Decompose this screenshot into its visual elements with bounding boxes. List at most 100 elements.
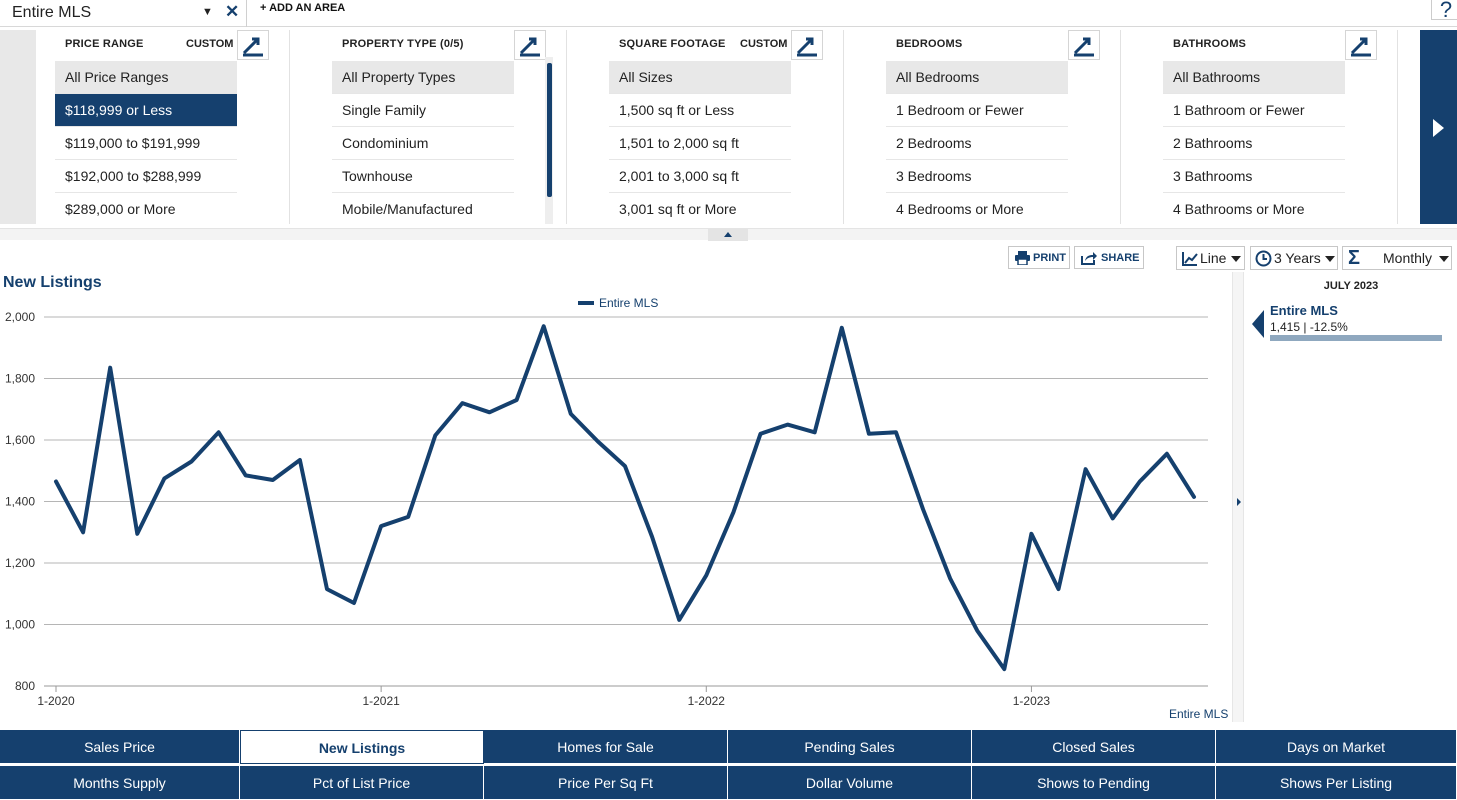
- collapse-filters-button[interactable]: [708, 229, 748, 241]
- divider: [843, 30, 844, 224]
- top-bar: Entire MLS ▼ ✕ + ADD AN AREA ?: [0, 0, 1457, 27]
- y-tick-label: 1,400: [5, 495, 35, 509]
- share-button[interactable]: SHARE: [1074, 246, 1144, 269]
- chevron-up-icon: [724, 232, 732, 237]
- price-option[interactable]: All Price Ranges: [55, 61, 237, 94]
- tab-closed-sales[interactable]: Closed Sales: [972, 730, 1216, 764]
- chart-type-dropdown[interactable]: Line: [1176, 246, 1245, 270]
- property-option[interactable]: Mobile/Manufactured: [342, 201, 473, 217]
- chart-type-value: Line: [1200, 250, 1227, 266]
- bathrooms-filter: BATHROOMS All Bathrooms 1 Bathroom or Fe…: [1163, 27, 1383, 225]
- tab-shows-per-listing[interactable]: Shows Per Listing: [1216, 766, 1457, 800]
- interval-dropdown[interactable]: Σ Monthly: [1342, 246, 1452, 270]
- chevron-down-icon: [1231, 256, 1241, 262]
- bathrooms-header: BATHROOMS: [1173, 38, 1247, 50]
- y-tick-label: 1,600: [5, 433, 35, 447]
- divider: [1120, 30, 1121, 224]
- filter-prev-button[interactable]: [0, 30, 36, 224]
- bathrooms-option[interactable]: 1 Bathroom or Fewer: [1163, 94, 1345, 127]
- price-option[interactable]: $289,000 or More: [65, 201, 176, 217]
- sqft-option[interactable]: All Sizes: [609, 61, 791, 94]
- chevron-down-icon: [1325, 256, 1335, 262]
- share-icon: [1081, 252, 1097, 265]
- side-panel-series: Entire MLS: [1270, 303, 1338, 318]
- tab-new-listings[interactable]: New Listings: [240, 730, 484, 764]
- legend-label: Entire MLS: [599, 296, 658, 310]
- tab-months-supply[interactable]: Months Supply: [0, 766, 240, 800]
- side-panel-toggle[interactable]: [1232, 272, 1244, 722]
- price-option[interactable]: $192,000 to $288,999: [55, 160, 237, 193]
- add-area-button[interactable]: + ADD AN AREA: [260, 2, 346, 14]
- property-option[interactable]: All Property Types: [332, 61, 514, 94]
- divider: [289, 30, 290, 224]
- tab-sales-price[interactable]: Sales Price: [0, 730, 240, 764]
- clock-icon: [1255, 250, 1272, 267]
- line-chart-icon: [1182, 252, 1198, 266]
- chevron-down-icon[interactable]: ▼: [202, 6, 213, 18]
- tab-dollar-volume[interactable]: Dollar Volume: [728, 766, 972, 800]
- bathrooms-option[interactable]: 3 Bathrooms: [1163, 160, 1345, 193]
- property-option[interactable]: Condominium: [332, 127, 514, 160]
- price-option[interactable]: $119,000 to $191,999: [55, 127, 237, 160]
- sigma-icon: Σ: [1348, 247, 1361, 269]
- bathrooms-custom-button[interactable]: [1345, 30, 1377, 60]
- filter-next-button[interactable]: [1420, 30, 1457, 224]
- edit-arrow-icon: [242, 37, 263, 57]
- print-button[interactable]: PRINT: [1008, 246, 1070, 269]
- chart-title: New Listings: [3, 274, 102, 291]
- edit-arrow-icon: [1073, 37, 1094, 57]
- price-option-selected[interactable]: $118,999 or Less: [55, 94, 237, 127]
- bedrooms-custom-button[interactable]: [1068, 30, 1100, 60]
- x-tick-label: 1-2020: [37, 694, 75, 708]
- period-dropdown[interactable]: 3 Years: [1250, 246, 1338, 270]
- property-option[interactable]: Single Family: [332, 94, 514, 127]
- tab-pct-of-list-price[interactable]: Pct of List Price: [240, 766, 484, 800]
- price-custom-button[interactable]: [237, 30, 269, 60]
- x-tick-label: 1-2022: [688, 694, 726, 708]
- collapse-bar: [0, 228, 1457, 241]
- tab-pending-sales[interactable]: Pending Sales: [728, 730, 972, 764]
- series-marker-icon: [1252, 310, 1264, 338]
- tab-price-per-sq-ft[interactable]: Price Per Sq Ft: [484, 766, 728, 800]
- close-icon[interactable]: ✕: [225, 2, 240, 21]
- bathrooms-option[interactable]: All Bathrooms: [1163, 61, 1345, 94]
- price-custom-link[interactable]: CUSTOM: [186, 38, 234, 50]
- edit-arrow-icon: [796, 37, 817, 57]
- help-button[interactable]: ?: [1431, 0, 1457, 22]
- tab-homes-for-sale[interactable]: Homes for Sale: [484, 730, 728, 764]
- tab-shows-to-pending[interactable]: Shows to Pending: [972, 766, 1216, 800]
- area-select[interactable]: Entire MLS ▼ ✕: [0, 0, 247, 27]
- sqft-custom-button[interactable]: [791, 30, 823, 60]
- scrollbar-thumb[interactable]: [547, 63, 552, 197]
- bedrooms-option[interactable]: All Bedrooms: [886, 61, 1068, 94]
- sqft-custom-link[interactable]: CUSTOM: [740, 38, 788, 50]
- property-custom-button[interactable]: [514, 30, 546, 60]
- side-panel-bar: [1270, 335, 1442, 341]
- property-scrollbar[interactable]: [545, 57, 553, 224]
- side-panel-value: 1,415 | -12.5%: [1270, 320, 1348, 334]
- bedrooms-filter: BEDROOMS All Bedrooms 1 Bedroom or Fewer…: [886, 27, 1106, 225]
- property-type-filter: PROPERTY TYPE (0/5) All Property Types S…: [332, 27, 552, 225]
- bathrooms-option[interactable]: 4 Bathrooms or More: [1173, 201, 1305, 217]
- divider: [566, 30, 567, 224]
- metric-tabs: Sales Price New Listings Homes for Sale Pen…: [0, 730, 1457, 800]
- period-value: 3 Years: [1274, 250, 1321, 266]
- bedrooms-option[interactable]: 1 Bedroom or Fewer: [886, 94, 1068, 127]
- sqft-option[interactable]: 1,500 sq ft or Less: [609, 94, 791, 127]
- sqft-option[interactable]: 2,001 to 3,000 sq ft: [609, 160, 791, 193]
- tab-days-on-market[interactable]: Days on Market: [1216, 730, 1457, 764]
- bedrooms-option[interactable]: 2 Bedrooms: [886, 127, 1068, 160]
- sqft-option[interactable]: 3,001 sq ft or More: [619, 201, 737, 217]
- side-panel-entry[interactable]: Entire MLS 1,415 | -12.5%: [1252, 303, 1447, 343]
- y-tick-label: 1,200: [5, 556, 35, 570]
- bathrooms-option[interactable]: 2 Bathrooms: [1163, 127, 1345, 160]
- chart-source-label: Entire MLS: [1169, 707, 1229, 721]
- area-select-value: Entire MLS: [12, 4, 92, 21]
- bedrooms-option[interactable]: 3 Bedrooms: [886, 160, 1068, 193]
- property-option[interactable]: Townhouse: [332, 160, 514, 193]
- property-type-header: PROPERTY TYPE (0/5): [342, 38, 464, 50]
- sqft-option[interactable]: 1,501 to 2,000 sq ft: [609, 127, 791, 160]
- y-tick-label: 800: [15, 679, 35, 693]
- bedrooms-option[interactable]: 4 Bedrooms or More: [896, 201, 1024, 217]
- bedrooms-header: BEDROOMS: [896, 38, 963, 50]
